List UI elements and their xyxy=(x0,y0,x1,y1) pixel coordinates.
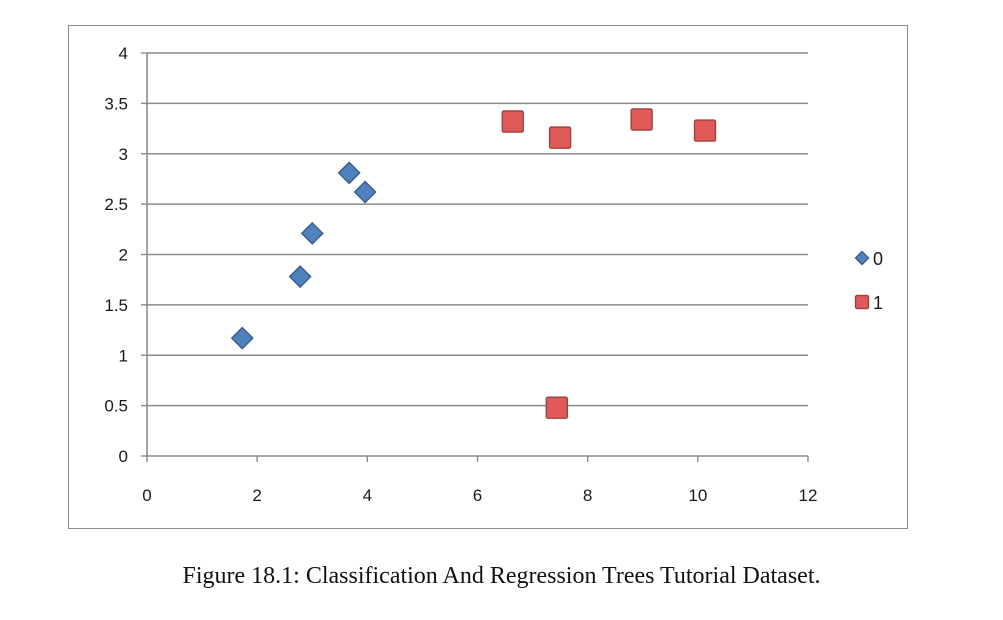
axes xyxy=(141,52,809,462)
x-tick-label-6: 12 xyxy=(799,486,818,505)
y-tick-label-7: 3.5 xyxy=(104,94,128,113)
x-tick-label-3: 6 xyxy=(473,486,482,505)
y-tick-label-4: 2 xyxy=(119,246,128,265)
legend-label-1: 1 xyxy=(873,293,883,313)
point-series-0-0 xyxy=(230,326,254,350)
y-tick-label-1: 0.5 xyxy=(104,397,128,416)
y-tick-label-2: 1 xyxy=(119,346,128,365)
point-series-1-2 xyxy=(630,108,653,131)
data-points xyxy=(230,108,717,419)
point-series-1-0 xyxy=(501,110,524,133)
x-tick-label-0: 0 xyxy=(142,486,151,505)
y-tick-labels: 0 0.5 1 1.5 2 2.5 3 3.5 4 xyxy=(104,44,128,466)
point-series-1-4 xyxy=(545,396,569,419)
x-tick-label-4: 8 xyxy=(583,486,592,505)
figure-caption: Figure 18.1: Classification And Regressi… xyxy=(182,563,821,589)
point-series-0-3 xyxy=(337,161,361,185)
legend-marker-0 xyxy=(854,250,870,266)
legend-marker-1 xyxy=(854,294,870,310)
point-series-1-1 xyxy=(548,126,572,149)
y-tick-label-8: 4 xyxy=(119,44,128,63)
point-series-1-3 xyxy=(693,119,717,142)
scatter-chart: 00.511.522.533.54 0 2 4 6 8 10 12 01 xyxy=(104,44,883,505)
y-tick-label-3: 1.5 xyxy=(104,296,128,315)
y-tick-label-5: 2.5 xyxy=(104,195,128,214)
legend-label-0: 0 xyxy=(873,249,883,269)
x-tick-labels: 0 2 4 6 8 10 12 xyxy=(142,486,817,505)
x-tick-label-1: 2 xyxy=(252,486,261,505)
y-tick-label-0: 0 xyxy=(119,447,128,466)
y-tick-label-6: 3 xyxy=(119,145,128,164)
point-series-0-4 xyxy=(353,180,377,204)
x-tick-label-5: 10 xyxy=(688,486,707,505)
point-series-0-2 xyxy=(300,221,324,245)
x-tick-label-2: 4 xyxy=(363,486,372,505)
point-series-0-1 xyxy=(288,265,312,289)
legend: 01 xyxy=(854,249,883,313)
gridlines xyxy=(147,52,808,407)
